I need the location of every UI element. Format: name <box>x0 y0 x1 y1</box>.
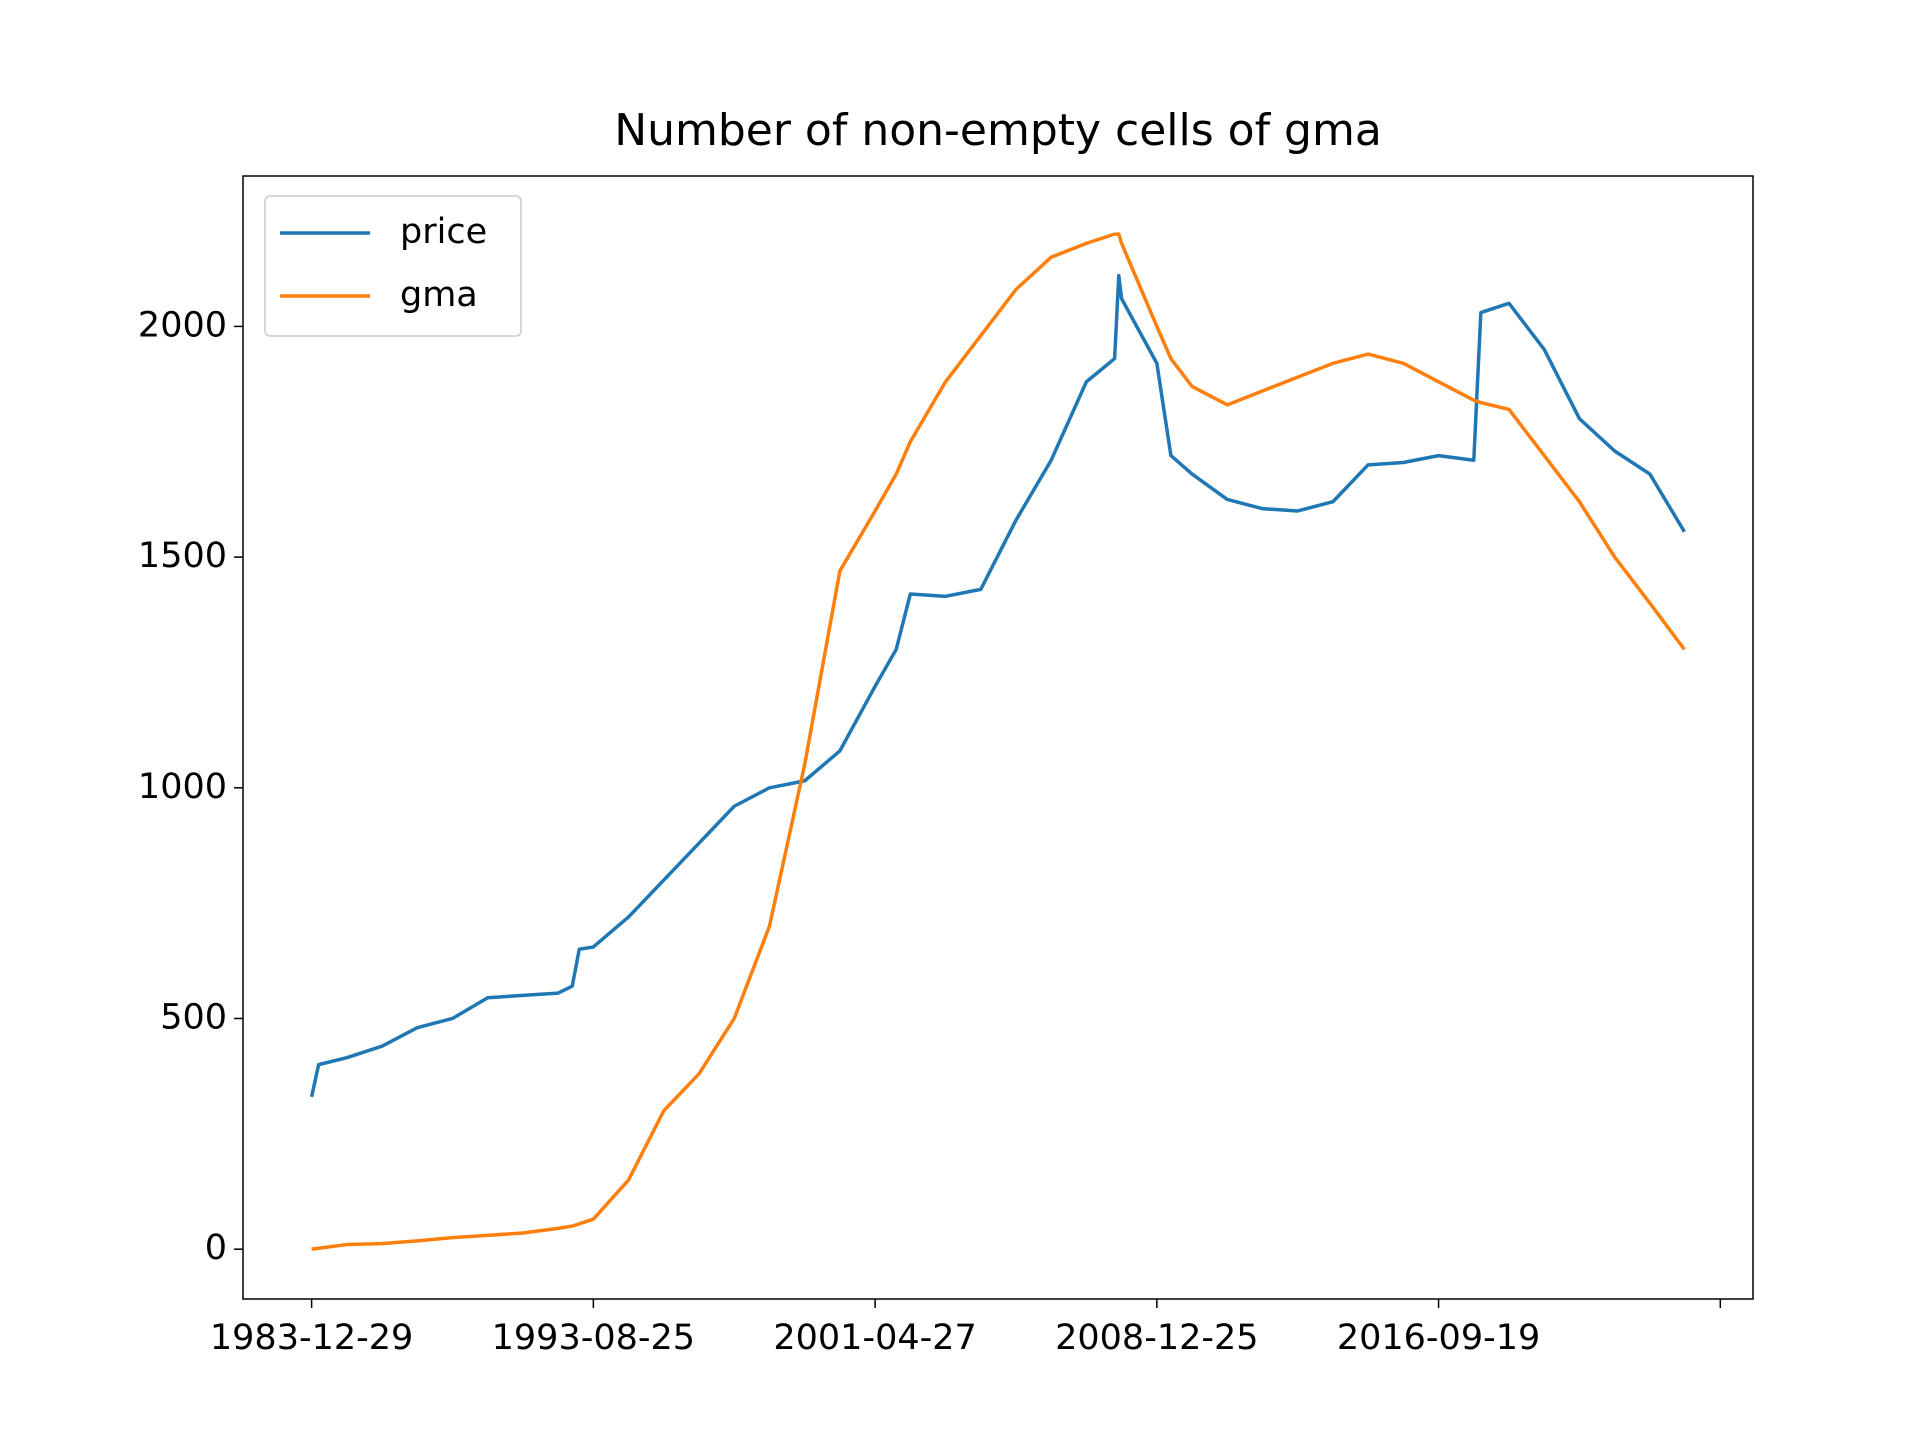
x-tick-label: 1993-08-25 <box>492 1318 695 1358</box>
y-tick-label: 2000 <box>138 305 227 345</box>
x-tick-label: 2001-04-27 <box>773 1318 976 1358</box>
y-tick-label: 500 <box>160 997 227 1037</box>
x-tick-label: 1983-12-29 <box>210 1318 413 1358</box>
y-tick-label: 1000 <box>138 767 227 807</box>
x-tick-label: 2016-09-19 <box>1337 1318 1540 1358</box>
line-series <box>311 232 1686 1251</box>
line-series <box>309 273 1686 1098</box>
plot-frame <box>242 175 1754 1300</box>
legend-label: gma <box>400 275 478 315</box>
y-tick-label: 1500 <box>138 536 227 576</box>
chart-title: Number of non-empty cells of gma <box>614 105 1382 156</box>
legend-box <box>264 195 522 337</box>
x-tick-label: 2008-12-25 <box>1055 1318 1258 1358</box>
y-tick-label: 0 <box>205 1228 227 1268</box>
legend-label: price <box>400 212 487 252</box>
